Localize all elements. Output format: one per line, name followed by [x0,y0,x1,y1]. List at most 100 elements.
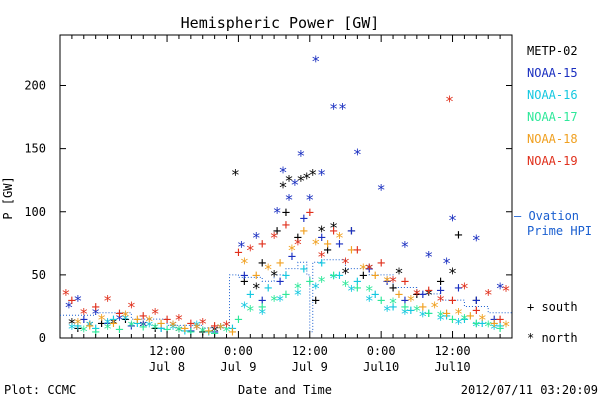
north-data-point: * [400,238,409,256]
marker-key-south: + south [527,300,578,314]
y-axis: 0 50 100 150 200 [24,79,512,345]
south-data-point: + [282,268,290,284]
x-tick-label-time: 0:00 [224,344,253,358]
north-data-point: * [151,305,160,323]
south-data-point: + [115,322,123,338]
north-data-point: * [109,315,118,333]
north-data-point: * [273,204,282,222]
south-data-point: + [187,323,195,339]
north-data-point: * [317,166,326,184]
north-data-point: * [412,286,421,304]
north-data-point: * [460,280,469,298]
ovation-prime-hpi-line [60,259,512,333]
south-data-point: + [97,316,105,332]
south-data-point: + [163,322,171,338]
north-data-point: * [353,146,362,164]
x-tick-label-date: Jul 8 [149,360,185,374]
north-data-point: * [103,315,112,333]
legend: METP-02 NOAA-15 NOAA-16 NOAA-17 NOAA-18 NOAA-… [514,44,592,238]
south-data-point: + [496,318,504,334]
south-data-point: + [419,287,427,303]
north-data-point: * [73,315,82,333]
north-data-point: * [246,302,255,320]
south-data-point: + [466,308,474,324]
north-data-point: * [502,282,511,300]
north-data-point: * [139,317,148,335]
north-data-point: * [472,317,481,335]
south-data-point: + [377,293,385,309]
south-data-point: + [127,318,135,334]
north-data-point: * [252,229,261,247]
south-data-point: + [228,321,236,337]
legend-entry: NOAA-19 [527,154,578,168]
north-data-point: * [222,322,231,340]
south-data-point: + [282,217,290,233]
north-data-point: * [198,324,207,342]
north-data-point: * [341,254,350,272]
south-data-point: + [103,316,111,332]
x-axis: 12:00 Jul 8 0:00 Jul 9 12:00 Jul 9 0:00 Jul10 12… [59,35,513,374]
north-data-point: * [103,320,112,338]
south-data-point: + [335,268,343,284]
north-data-point: * [290,176,299,194]
south-data-point: + [258,299,266,315]
south-data-point: + [323,243,331,259]
north-data-point: * [436,307,445,325]
north-data-point: * [335,229,344,247]
north-data-point: * [121,307,130,325]
legend-entry: METP-02 [527,44,578,58]
south-data-point: + [204,323,212,339]
south-data-point: + [496,321,504,337]
south-data-point: + [401,293,409,309]
north-data-point: * [174,322,183,340]
south-data-point: + [199,325,207,341]
north-data-point: * [67,315,76,333]
north-data-point: * [412,302,421,320]
north-data-point: * [311,235,320,253]
y-tick-label: 150 [24,142,46,156]
north-data-point: * [365,292,374,310]
south-data-point: + [347,224,355,240]
north-data-point: * [279,163,288,181]
north-data-point: * [296,172,305,190]
north-data-point: * [216,320,225,338]
north-data-point: * [484,317,493,335]
south-data-point: + [121,312,129,328]
north-data-point: * [424,286,433,304]
south-data-point: + [133,316,141,332]
marker-key-north: * north [527,331,578,345]
north-data-point: * [311,52,320,70]
south-data-point: + [425,283,433,299]
south-data-point: + [353,281,361,297]
north-data-point: * [502,317,511,335]
south-data-point: + [228,325,236,341]
south-data-point: + [347,224,355,240]
north-data-point: * [329,219,338,237]
south-data-point: + [210,325,218,341]
x-tick-label-time: 12:00 [434,344,470,358]
south-data-point: + [210,318,218,334]
north-data-point: * [484,286,493,304]
south-data-point: + [425,306,433,322]
south-data-point: + [389,281,397,297]
south-data-point: + [74,321,82,337]
north-data-point: * [406,292,415,310]
north-data-point: * [445,93,454,111]
south-data-point: + [377,255,385,271]
south-data-point: + [353,243,361,259]
south-data-point: + [490,316,498,332]
south-data-point: + [157,321,165,337]
north-data-point: * [237,238,246,256]
south-data-point: + [323,236,331,252]
north-data-point: * [210,322,219,340]
south-data-point: + [252,268,260,284]
north-data-point: * [222,317,231,335]
north-data-point: * [329,100,338,118]
south-data-point: + [139,308,147,324]
south-data-point: + [401,274,409,290]
y-tick-label: 50 [32,268,46,282]
south-data-point: + [407,303,415,319]
south-data-point: + [472,303,480,319]
north-data-point: * [168,320,177,338]
north-data-point: * [64,298,73,316]
